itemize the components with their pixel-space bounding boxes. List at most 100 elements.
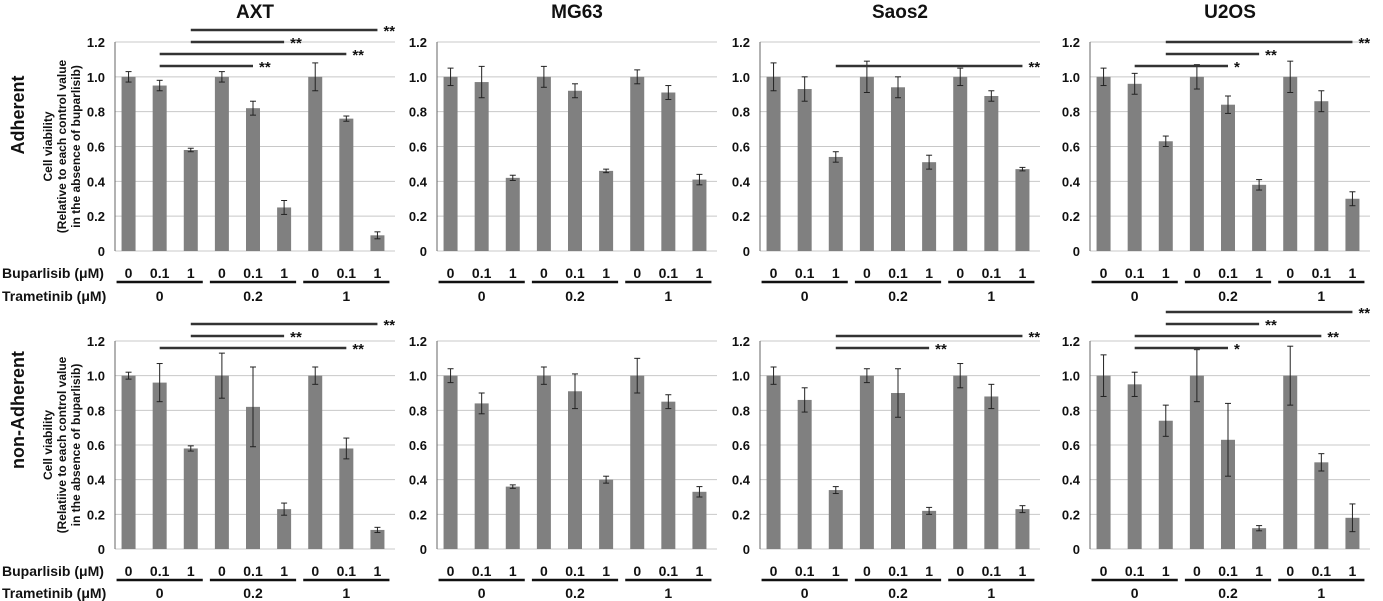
buparlisib-tick: 0.1 xyxy=(337,265,357,281)
y-axis-label: Cell viability xyxy=(41,410,55,480)
y-tick-label: 0.2 xyxy=(409,209,427,224)
bar xyxy=(277,207,292,251)
significance-label: ** xyxy=(352,47,364,64)
bar xyxy=(1189,375,1204,549)
bar xyxy=(661,401,676,549)
y-tick-label: 0.6 xyxy=(1062,438,1080,453)
y-tick-label: 1.0 xyxy=(732,369,750,384)
buparlisib-tick: 1 xyxy=(925,265,933,281)
buparlisib-tick: 0.1 xyxy=(1218,265,1238,281)
buparlisib-tick: 0 xyxy=(633,265,641,281)
y-tick-label: 1.2 xyxy=(409,334,427,349)
trametinib-tick: 1 xyxy=(987,288,995,304)
y-tick-label: 0.6 xyxy=(409,438,427,453)
bar xyxy=(308,76,323,251)
buparlisib-tick: 1 xyxy=(509,265,517,281)
bar xyxy=(505,486,520,549)
buparlisib-tick: 1 xyxy=(1255,265,1263,281)
y-tick-label: 0.2 xyxy=(732,209,750,224)
buparlisib-tick: 0 xyxy=(311,563,319,579)
buparlisib-tick: 0.1 xyxy=(982,563,1002,579)
trametinib-tick: 0 xyxy=(156,288,164,304)
bar xyxy=(568,391,582,549)
chart-panel-4: 0 0.2 0.4 0.6 0.8 1.0 1.2 Cell viability (Relati… xyxy=(2,317,395,601)
bar xyxy=(953,76,968,251)
significance-label: ** xyxy=(352,341,364,358)
significance-label: ** xyxy=(290,329,302,346)
bar xyxy=(1345,198,1360,251)
buparlisib-tick: 0.1 xyxy=(243,265,263,281)
trametinib-tick: 1 xyxy=(987,585,995,601)
buparlisib-tick: 0.1 xyxy=(565,265,585,281)
buparlisib-tick: 0 xyxy=(311,265,319,281)
y-tick-label: 0.6 xyxy=(87,140,105,155)
buparlisib-tick: 0 xyxy=(956,563,964,579)
buparlisib-tick: 0.1 xyxy=(659,563,679,579)
bar xyxy=(536,375,551,549)
trametinib-tick: 0 xyxy=(156,585,164,601)
y-tick-label: 0 xyxy=(1073,542,1080,557)
y-tick-label: 0.8 xyxy=(409,403,427,418)
bar xyxy=(246,108,260,251)
significance-label: ** xyxy=(383,317,395,334)
bar xyxy=(121,375,136,549)
trametinib-tick: 0.2 xyxy=(888,288,908,304)
bar xyxy=(1189,76,1204,251)
buparlisib-tick: 0.1 xyxy=(150,563,170,579)
bar xyxy=(1345,517,1360,549)
y-tick-label: 1.2 xyxy=(732,334,750,349)
chart-title: AXT xyxy=(236,2,274,23)
trametinib-row-label: Trametinib (μM) xyxy=(2,585,106,601)
buparlisib-tick: 0 xyxy=(540,563,548,579)
buparlisib-tick: 0 xyxy=(863,563,871,579)
bar xyxy=(214,375,229,549)
y-tick-label: 1.0 xyxy=(1062,70,1080,85)
row-label-non-adherent: non-Adherent xyxy=(8,351,28,469)
y-axis-label: in the absence of buparlisib) xyxy=(69,364,83,527)
bar xyxy=(692,179,707,251)
bar xyxy=(1015,169,1030,251)
trametinib-tick: 1 xyxy=(664,585,672,601)
bar xyxy=(443,76,458,251)
bar xyxy=(922,510,937,549)
buparlisib-tick: 0 xyxy=(1286,563,1294,579)
buparlisib-tick: 0 xyxy=(125,265,133,281)
bar xyxy=(1252,528,1267,549)
buparlisib-tick: 0 xyxy=(1193,265,1201,281)
trametinib-tick: 0.2 xyxy=(1218,585,1238,601)
buparlisib-tick: 1 xyxy=(187,265,195,281)
bar xyxy=(1252,184,1267,251)
y-tick-label: 0.2 xyxy=(1062,507,1080,522)
y-tick-label: 0.4 xyxy=(409,473,428,488)
chart-panel-5: 0 0.2 0.4 0.6 0.8 1.0 1.2 0 0.1 1 0 0.1 1 0 0.1 1 0 0.2 1 xyxy=(409,334,717,601)
y-tick-label: 0.6 xyxy=(732,438,750,453)
buparlisib-tick: 0.1 xyxy=(565,563,585,579)
bar xyxy=(1221,439,1235,549)
buparlisib-tick: 0.1 xyxy=(337,563,357,579)
significance-label: * xyxy=(1234,341,1240,358)
bar xyxy=(922,162,937,251)
trametinib-tick: 1 xyxy=(1317,288,1325,304)
significance-label: ** xyxy=(1327,329,1339,346)
buparlisib-tick: 1 xyxy=(1349,265,1357,281)
buparlisib-tick: 0.1 xyxy=(982,265,1002,281)
bar xyxy=(277,509,292,549)
y-tick-label: 0.4 xyxy=(409,174,428,189)
bar xyxy=(308,375,323,549)
chart-panel-1: 0 0.2 0.4 0.6 0.8 1.0 1.2 0 0.1 1 0 0.1 1 0 0.1 1 0 0.2 1 M… xyxy=(409,2,717,304)
y-tick-label: 0.8 xyxy=(87,105,105,120)
bar xyxy=(859,76,874,251)
bar xyxy=(828,490,843,549)
buparlisib-tick: 0.1 xyxy=(888,265,908,281)
y-tick-label: 0.8 xyxy=(1062,403,1080,418)
y-tick-label: 1.2 xyxy=(732,35,750,50)
buparlisib-tick: 0.1 xyxy=(1218,563,1238,579)
y-tick-label: 0 xyxy=(420,542,427,557)
bar xyxy=(505,177,520,251)
buparlisib-tick: 0.1 xyxy=(1125,265,1145,281)
y-axis-label: (Relative to each control value xyxy=(55,59,69,233)
buparlisib-tick: 0 xyxy=(1286,265,1294,281)
y-tick-label: 1.0 xyxy=(732,70,750,85)
significance-label: ** xyxy=(1358,35,1370,52)
